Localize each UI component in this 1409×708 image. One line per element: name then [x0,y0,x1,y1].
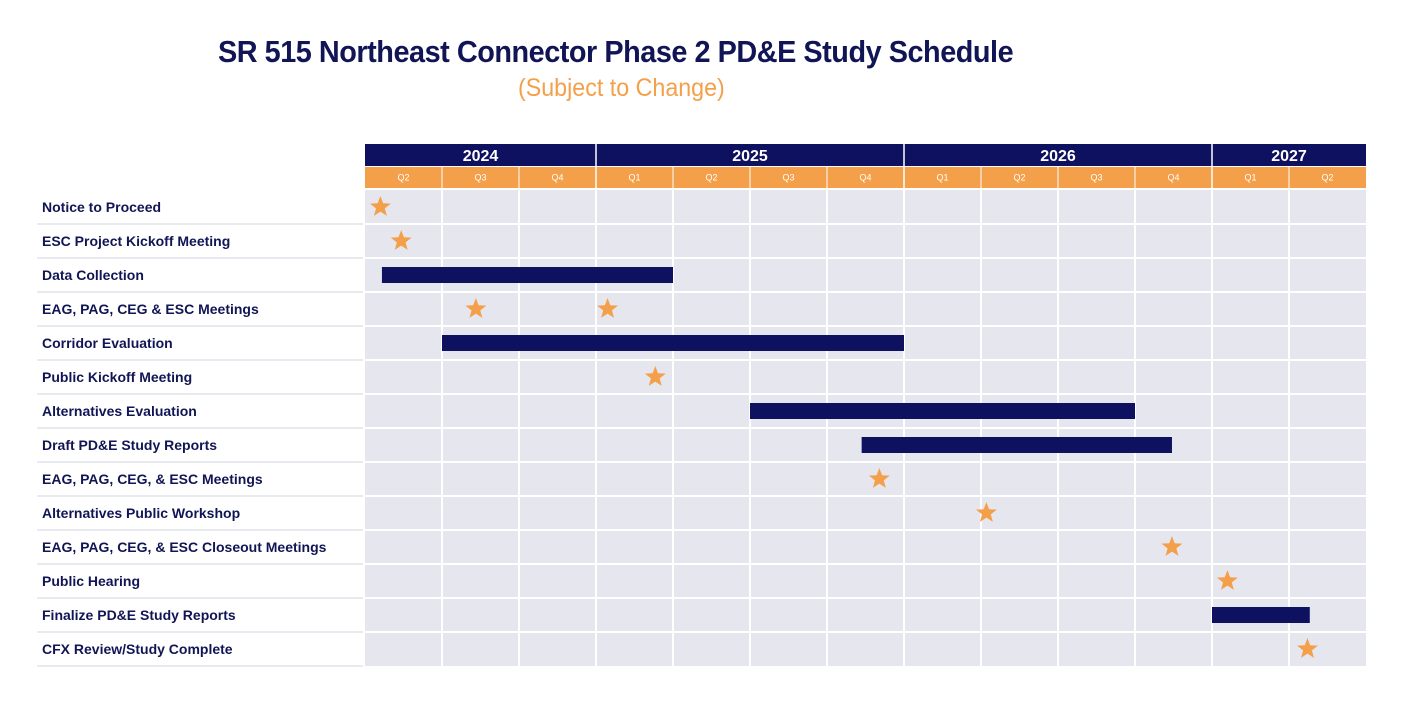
quarter-header-cell [827,167,904,188]
year-label: 2024 [463,148,499,165]
task-label: Draft PD&E Study Reports [42,437,217,453]
task-bar [750,403,1135,419]
quarter-label: Q4 [859,173,871,183]
year-header-cell [365,144,596,166]
task-label: Public Hearing [42,573,140,589]
chart-title: SR 515 Northeast Connector Phase 2 PD&E … [218,34,1014,69]
year-header-cell [904,144,1212,166]
quarter-label: Q1 [628,173,640,183]
task-bar [861,437,1172,453]
task-label: Alternatives Evaluation [42,403,197,419]
milestone-star-icon [465,298,487,318]
quarter-header-cell [365,167,442,188]
milestone-star-icon [868,468,890,488]
milestone-star-icon [644,366,666,386]
task-bar [1212,607,1310,623]
year-label: 2025 [732,148,768,165]
task-label: EAG, PAG, CEG, & ESC Meetings [42,471,263,487]
year-header-cell [1212,144,1366,166]
quarter-header-cell [596,167,673,188]
quarter-header-cell [904,167,981,188]
task-label: EAG, PAG, CEG & ESC Meetings [42,301,259,317]
milestone-star-icon [1297,638,1318,658]
year-label: 2026 [1040,148,1076,165]
quarter-header-cell [673,167,750,188]
quarter-label: Q3 [782,173,794,183]
milestone-star-icon [975,502,997,522]
chart-subtitle: (Subject to Change) [518,74,725,102]
task-label: EAG, PAG, CEG, & ESC Closeout Meetings [42,539,327,555]
task-label: Data Collection [42,267,144,283]
task-label: Notice to Proceed [42,199,161,215]
task-label: Corridor Evaluation [42,335,173,351]
task-label: Public Kickoff Meeting [42,369,192,385]
year-header-cell [596,144,904,166]
milestone-star-icon [369,196,391,216]
task-label: CFX Review/Study Complete [42,641,233,657]
quarter-label: Q2 [705,173,717,183]
quarter-header-cell [1058,167,1135,188]
milestone-star-icon [1216,570,1238,590]
quarter-header-cell [981,167,1058,188]
quarter-label: Q3 [474,173,486,183]
quarter-header-cell [1212,167,1289,188]
task-bar [381,267,673,283]
quarter-label: Q4 [551,173,563,183]
quarter-label: Q3 [1090,173,1102,183]
quarter-label: Q1 [936,173,948,183]
quarter-label: Q2 [1321,173,1333,183]
milestone-star-icon [1161,536,1183,556]
quarter-header-cell [442,167,519,188]
quarter-header-cell [519,167,596,188]
quarter-label: Q1 [1244,173,1256,183]
quarter-header-cell [750,167,827,188]
task-label: ESC Project Kickoff Meeting [42,233,230,249]
task-label: Finalize PD&E Study Reports [42,607,236,623]
milestone-star-icon [597,298,619,318]
quarter-header-cell [1289,167,1366,188]
quarter-header-cell [1135,167,1212,188]
quarter-label: Q2 [1013,173,1025,183]
task-bar [442,335,904,351]
quarter-label: Q2 [397,173,409,183]
quarter-label: Q4 [1167,173,1179,183]
year-label: 2027 [1271,148,1307,165]
task-label: Alternatives Public Workshop [42,505,240,521]
milestone-star-icon [390,230,412,250]
